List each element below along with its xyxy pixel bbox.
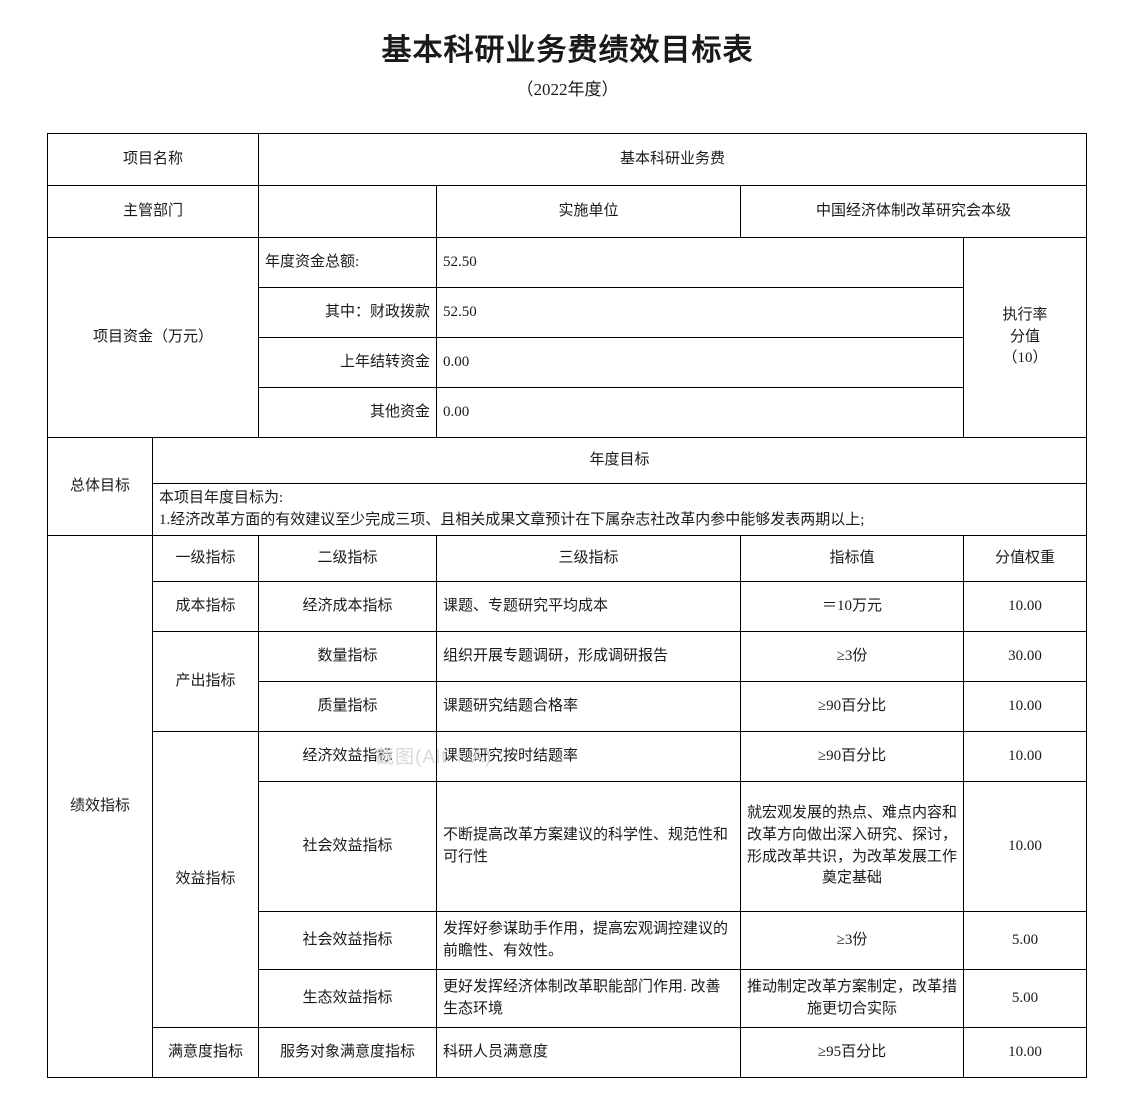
- indicator-level2-cell: 数量指标: [258, 631, 438, 682]
- table-row: 满意度指标 服务对象满意度指标 科研人员满意度 ≥95百分比 10.00: [48, 1027, 1088, 1078]
- indicator-weight-cell: 5.00: [963, 911, 1088, 970]
- funding-item-value: 52.50: [436, 287, 965, 338]
- col-header-level1: 一级指标: [151, 535, 260, 582]
- indicator-level2-cell: 经济效益指标: [258, 731, 438, 782]
- indicator-weight-cell: 10.00: [963, 1027, 1088, 1078]
- indicator-level3-cell: 更好发挥经济体制改革职能部门作用. 改善生态环境: [436, 969, 742, 1028]
- row-overall-goal-header: 总体目标 年度目标: [47, 437, 1088, 536]
- funding-item-label: 上年结转资金: [258, 337, 438, 388]
- indicator-level3-cell: 发挥好参谋助手作用，提高宏观调控建议的前瞻性、有效性。: [436, 911, 742, 970]
- performance-indicator-label: 绩效指标: [47, 535, 153, 1078]
- indicator-weight-cell: 10.00: [963, 731, 1088, 782]
- table-row: 生态效益指标 更好发挥经济体制改革职能部门作用. 改善生态环境 推动制定改革方案制定…: [48, 969, 1088, 1028]
- row-funding: 其他资金 0.00: [48, 387, 1087, 438]
- funding-item-label: 其中：财政拨款: [258, 287, 438, 338]
- indicator-level1-cell: 成本指标: [151, 581, 260, 632]
- indicator-target-value-cell: ≥3份: [740, 631, 965, 682]
- col-header-weight: 分值权重: [963, 535, 1088, 582]
- table-row: 社会效益指标 不断提高改革方案建议的科学性、规范性和可行性 就宏观发展的热点、难点内…: [48, 781, 1088, 912]
- indicator-target-value-cell: ≥3份: [740, 911, 965, 970]
- indicator-target-value-cell: 就宏观发展的热点、难点内容和改革方向做出深入研究、探讨，形成改革共识，为改革发展…: [740, 781, 965, 912]
- indicator-level1-cell: 满意度指标: [151, 1027, 260, 1078]
- page-subtitle: （2022年度）: [516, 79, 619, 99]
- indicator-level3-cell: 课题研究结题合格率: [436, 681, 742, 732]
- funding-item-label: 其他资金: [258, 387, 438, 438]
- annual-goal-text: 本项目年度目标为: 1.经济改革方面的有效建议至少完成三项、且相关成果文章预计在…: [151, 483, 1088, 536]
- supervising-dept-label: 主管部门: [46, 185, 260, 238]
- project-name-label: 项目名称: [46, 133, 260, 186]
- indicator-level1-cell: 产出指标: [151, 631, 260, 732]
- indicator-target-value-cell: ＝10万元: [740, 581, 965, 632]
- project-funding-label: 项目资金（万元）: [46, 237, 260, 438]
- indicator-level3-cell: 课题研究按时结题率: [436, 731, 742, 782]
- indicator-level2-cell: 社会效益指标: [258, 781, 438, 912]
- indicator-weight-cell: 10.00: [963, 581, 1088, 632]
- indicator-level3-cell: 组织开展专题调研，形成调研报告: [436, 631, 742, 682]
- indicator-level2-cell: 社会效益指标: [258, 911, 438, 970]
- project-name-value: 基本科研业务费: [258, 133, 1088, 186]
- indicator-target-value-cell: 推动制定改革方案制定，改革措施更切合实际: [740, 969, 965, 1028]
- row-overall-goal-text: 本项目年度目标为: 1.经济改革方面的有效建议至少完成三项、且相关成果文章预计在…: [48, 483, 1088, 536]
- funding-item-value: 0.00: [436, 337, 965, 388]
- funding-item-value: 52.50: [436, 237, 965, 288]
- performance-target-table-wrap: 项目名称 基本科研业务费 主管部门 实施单位 中国经济体制改革研究会本级 项目资金（万元）…: [46, 133, 1088, 1078]
- implementing-unit-value: 中国经济体制改革研究会本级: [740, 185, 1088, 238]
- col-header-level3: 三级指标: [436, 535, 742, 582]
- indicator-target-value-cell: ≥95百分比: [740, 1027, 965, 1078]
- indicator-level1-cell: 效益指标: [151, 731, 260, 1028]
- overall-goal-label: 总体目标: [47, 437, 153, 536]
- indicator-weight-cell: 10.00: [963, 781, 1088, 912]
- table-row: 产出指标 数量指标 组织开展专题调研，形成调研报告 ≥3份 30.00: [48, 631, 1088, 732]
- execution-rate-score-label: 执行率 分值 （10）: [963, 237, 1088, 438]
- indicator-level2-cell: 经济成本指标: [258, 581, 438, 632]
- row-funding: 其中：财政拨款 52.50: [48, 287, 1087, 338]
- annual-goal-header: 年度目标: [151, 437, 1088, 484]
- table-row: 成本指标 经济成本指标 课题、专题研究平均成本 ＝10万元 10.00: [48, 581, 1088, 632]
- indicator-weight-cell: 5.00: [963, 969, 1088, 1028]
- indicator-weight-cell: 30.00: [963, 631, 1088, 682]
- row-department: 主管部门 实施单位 中国经济体制改革研究会本级: [46, 185, 1088, 238]
- col-header-level2: 二级指标: [258, 535, 438, 582]
- row-funding: 上年结转资金 0.00: [48, 337, 1087, 388]
- funding-item-value: 0.00: [436, 387, 965, 438]
- indicator-level2-cell: 质量指标: [258, 681, 438, 732]
- title-block: 基本科研业务费绩效目标表 （2022年度）: [0, 0, 1135, 100]
- indicator-level2-cell: 服务对象满意度指标: [258, 1027, 438, 1078]
- indicator-target-value-cell: ≥90百分比: [740, 681, 965, 732]
- row-project-name: 项目名称 基本科研业务费: [46, 133, 1088, 186]
- indicator-level3-cell: 课题、专题研究平均成本: [436, 581, 742, 632]
- row-funding: 项目资金（万元） 年度资金总额: 52.50 执行率 分值 （10）: [46, 237, 1088, 438]
- table-row: 效益指标 经济效益指标 课题研究按时结题率 ≥90百分比 10.00: [48, 731, 1088, 1028]
- table-row: 社会效益指标 发挥好参谋助手作用，提高宏观调控建议的前瞻性、有效性。 ≥3份 5.00: [48, 911, 1088, 970]
- funding-item-label: 年度资金总额:: [258, 237, 438, 288]
- indicator-weight-cell: 10.00: [963, 681, 1088, 732]
- indicator-target-value-cell: ≥90百分比: [740, 731, 965, 782]
- supervising-dept-value: [258, 185, 438, 238]
- indicator-level2-cell: 生态效益指标: [258, 969, 438, 1028]
- col-header-target: 指标值: [740, 535, 965, 582]
- indicator-level3-cell: 科研人员满意度: [436, 1027, 742, 1078]
- performance-target-table: 项目名称 基本科研业务费 主管部门 实施单位 中国经济体制改革研究会本级 项目资金（万元）…: [46, 133, 1088, 1078]
- implementing-unit-label: 实施单位: [436, 185, 742, 238]
- page-title: 基本科研业务费绩效目标表: [381, 34, 754, 67]
- indicator-level3-cell: 不断提高改革方案建议的科学性、规范性和可行性: [436, 781, 742, 912]
- row-indicator-header: 绩效指标 一级指标 二级指标 三级指标 指标值 分值权重: [47, 535, 1088, 1078]
